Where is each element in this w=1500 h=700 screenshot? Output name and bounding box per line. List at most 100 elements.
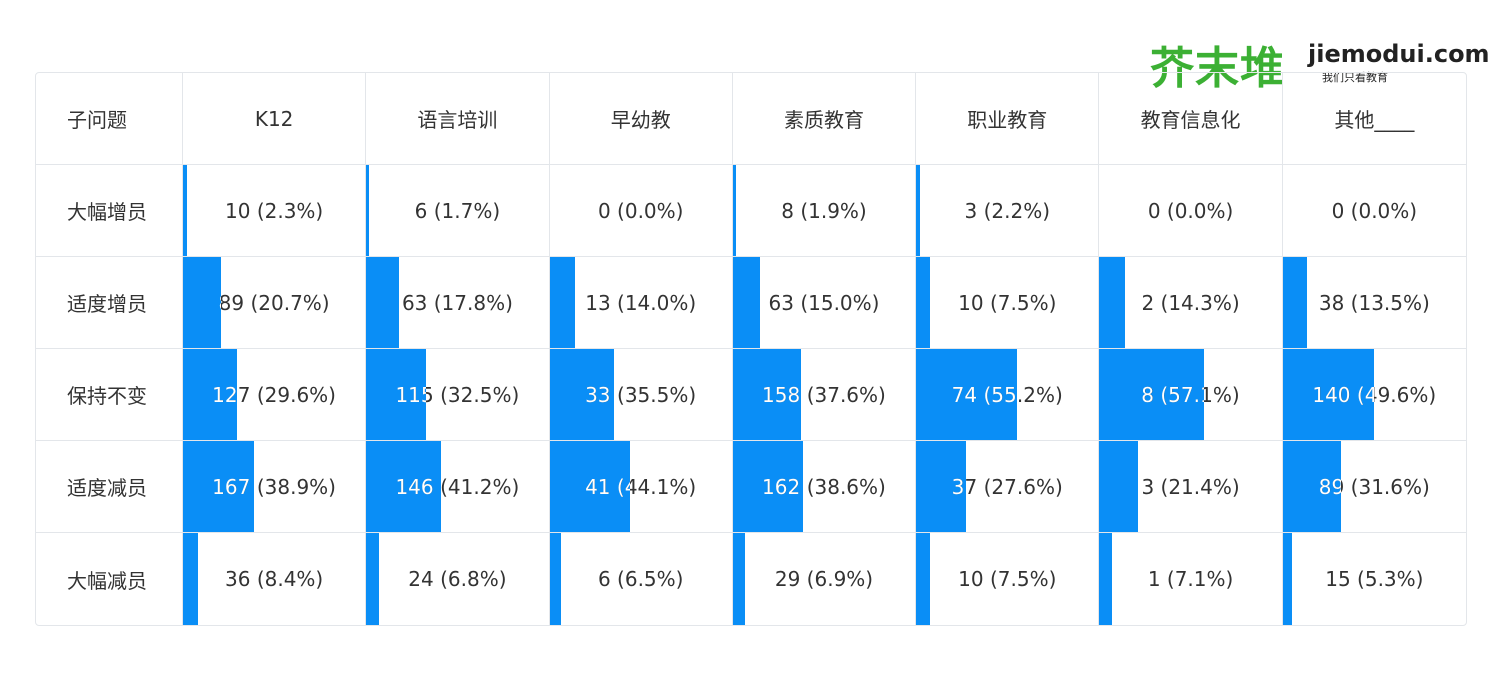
data-cell: 13 (14.0%) 13 (14.0%) [549, 257, 733, 349]
data-cell: 3 (2.2%) 3 (2.2%) [916, 165, 1100, 257]
data-cell: 89 (20.7%)89 (20.7%) [183, 257, 367, 349]
header-text: 教育信息化 [1140, 108, 1241, 132]
data-cell: 140 (49.6%)140 (49.6%) [1282, 349, 1466, 441]
cell-text: 3 (2.2%) [964, 198, 1051, 223]
percent-bar [1099, 533, 1113, 625]
cell-text-overlay: 10 (7.5%) [916, 257, 930, 348]
cell-text-overlay: 8 (57.1%) [1099, 349, 1203, 440]
cell-text: 63 (15.0%) [768, 290, 880, 315]
header-cell: 语言培训 [366, 73, 550, 165]
table: 子问题 K12 语言培训 早幼教 素质教育 职业教育 教育信息化 其他____ 大幅增员 10 (… [35, 72, 1467, 626]
row-header-cell: 保持不变 [36, 349, 183, 441]
cell-text-highlight: 13 (14.0%) [550, 257, 576, 348]
cell-text: 8 (57.1%) [1141, 382, 1240, 407]
cell-text-overlay: 10 (7.5%) [916, 533, 930, 625]
data-cell: 63 (15.0%) 63 (15.0%) [732, 257, 917, 349]
percent-bar [1099, 257, 1126, 348]
cell-text-overlay: 15 (5.3%) [1283, 533, 1293, 625]
data-cell: 3 (21.4%)3 (21.4%) [1099, 441, 1283, 533]
data-cell: 1 (7.1%) 1 (7.1%) [1099, 533, 1283, 625]
header-text: 素质教育 [783, 108, 864, 132]
percent-bar [916, 349, 1017, 440]
cell-text-overlay: 74 (55.2%) [916, 349, 1017, 440]
percent-bar [549, 533, 562, 625]
cell-text-overlay: 115 (32.5%) [366, 349, 425, 440]
cell-text-overlay: 167 (38.9%) [183, 441, 254, 532]
data-cell: 8 (57.1%)8 (57.1%) [1099, 349, 1283, 441]
row-header-cell: 大幅减员 [36, 533, 183, 625]
header-cell: 早幼教 [549, 73, 733, 165]
percent-bar [1282, 349, 1374, 440]
cell-text-overlay: 6 (1.7%) [366, 165, 369, 256]
row-label: 保持不变 [67, 384, 147, 408]
cell-text-overlay: 38 (13.5%) [1283, 257, 1308, 348]
cell-text: 63 (17.8%) [401, 290, 513, 315]
row-header-cell: 适度减员 [36, 441, 183, 533]
cell-text-highlight: 33 (35.5%) [585, 382, 614, 407]
data-cell: 127 (29.6%)127 (29.6%) [183, 349, 367, 441]
cell-text-highlight: 29 (6.9%) [733, 533, 746, 625]
row-label: 大幅增员 [67, 200, 147, 224]
cell-text-overlay: 10 (2.3%) [183, 165, 187, 256]
data-cell: 8 (1.9%) 8 (1.9%) [732, 165, 917, 257]
cell-text-overlay: 6 (6.5%) [550, 533, 562, 625]
percent-bar [366, 165, 370, 256]
percent-bar [183, 165, 188, 256]
cell-text: 0 (0.0%) [1331, 198, 1418, 223]
percent-bar [183, 441, 254, 532]
header-text: 早幼教 [610, 108, 671, 132]
data-cell: 29 (6.9%) 29 (6.9%) [732, 533, 917, 625]
cell-text-highlight: 3 (2.2%) [916, 165, 920, 256]
cell-text: 140 (49.6%) [1312, 382, 1437, 407]
percent-bar [366, 441, 442, 532]
header-text: K12 [254, 106, 294, 131]
logo-name: 芥末堆 [1150, 43, 1285, 94]
cell-text-overlay: 89 (20.7%) [183, 257, 221, 348]
percent-bar [1282, 533, 1293, 625]
cell-text-overlay: 63 (15.0%) [733, 257, 760, 348]
cell-text-highlight: 6 (1.7%) [366, 165, 369, 256]
cell-text-highlight: 8 (1.9%) [733, 165, 736, 256]
cell-text: 115 (32.5%) [395, 382, 520, 407]
header-text: 子问题 [67, 108, 127, 132]
cell-text-highlight: 115 (32.5%) [395, 382, 425, 407]
cell-text-overlay: 162 (38.6%) [733, 441, 803, 532]
cell-text: 158 (37.6%) [762, 382, 886, 407]
cell-text-overlay: 2 (14.3%) [1099, 257, 1125, 348]
cell-text: 6 (6.5%) [597, 567, 684, 591]
cell-text-highlight: 74 (55.2%) [951, 382, 1017, 407]
data-cell: 10 (7.5%) 10 (7.5%) [916, 533, 1100, 625]
cell-text-overlay: 3 (2.2%) [916, 165, 920, 256]
cell-text-overlay: 24 (6.8%) [366, 533, 378, 625]
cell-text: 37 (27.6%) [951, 474, 1063, 499]
data-cell: 0 (0.0%)0 (0.0%) [1282, 165, 1466, 257]
cell-text: 3 (21.4%) [1141, 474, 1240, 499]
row-header-cell: 适度增员 [36, 257, 183, 349]
cell-text-overlay: 158 (37.6%) [733, 349, 801, 440]
cell-text-highlight: 63 (15.0%) [733, 257, 760, 348]
percent-bar [732, 349, 802, 440]
cell-text-highlight: 89 (20.7%) [183, 257, 221, 348]
cell-text-highlight: 41 (44.1%) [585, 474, 630, 499]
header-cell: 职业教育 [916, 73, 1100, 165]
cell-text: 10 (7.5%) [958, 290, 1057, 315]
data-cell: 15 (5.3%) 15 (5.3%) [1282, 533, 1466, 625]
percent-bar [1282, 441, 1341, 532]
cell-text-overlay: 63 (17.8%) [366, 257, 398, 348]
data-cell: 0 (0.0%)0 (0.0%) [1099, 165, 1283, 257]
cell-text-overlay: 13 (14.0%) [550, 257, 576, 348]
cell-text: 0 (0.0%) [597, 198, 684, 223]
percent-bar [549, 349, 615, 440]
percent-bar [916, 165, 921, 256]
percent-bar [1099, 441, 1139, 532]
cell-text: 2 (14.3%) [1141, 290, 1240, 315]
cell-text: 167 (38.9%) [212, 474, 336, 499]
cell-text-highlight: 89 (31.6%) [1318, 474, 1341, 499]
cell-text-highlight: 24 (6.8%) [366, 533, 378, 625]
percent-bar [549, 441, 630, 532]
percent-bar [916, 533, 930, 625]
header-text: 其他____ [1334, 108, 1415, 132]
cell-text-overlay: 146 (41.2%) [366, 441, 441, 532]
cell-text: 74 (55.2%) [951, 382, 1063, 407]
